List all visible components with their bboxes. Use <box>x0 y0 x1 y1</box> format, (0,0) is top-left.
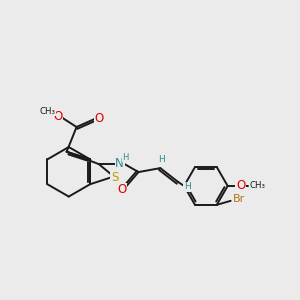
Text: H: H <box>158 155 165 164</box>
Text: CH₃: CH₃ <box>40 106 56 116</box>
Text: S: S <box>111 171 118 184</box>
Text: Br: Br <box>232 194 245 204</box>
Text: O: O <box>53 110 62 123</box>
Text: H: H <box>122 153 129 162</box>
Text: N: N <box>115 157 124 170</box>
Text: O: O <box>236 179 245 192</box>
Text: CH₃: CH₃ <box>249 182 266 190</box>
Text: O: O <box>95 112 104 124</box>
Text: H: H <box>184 182 190 191</box>
Text: O: O <box>117 183 126 196</box>
